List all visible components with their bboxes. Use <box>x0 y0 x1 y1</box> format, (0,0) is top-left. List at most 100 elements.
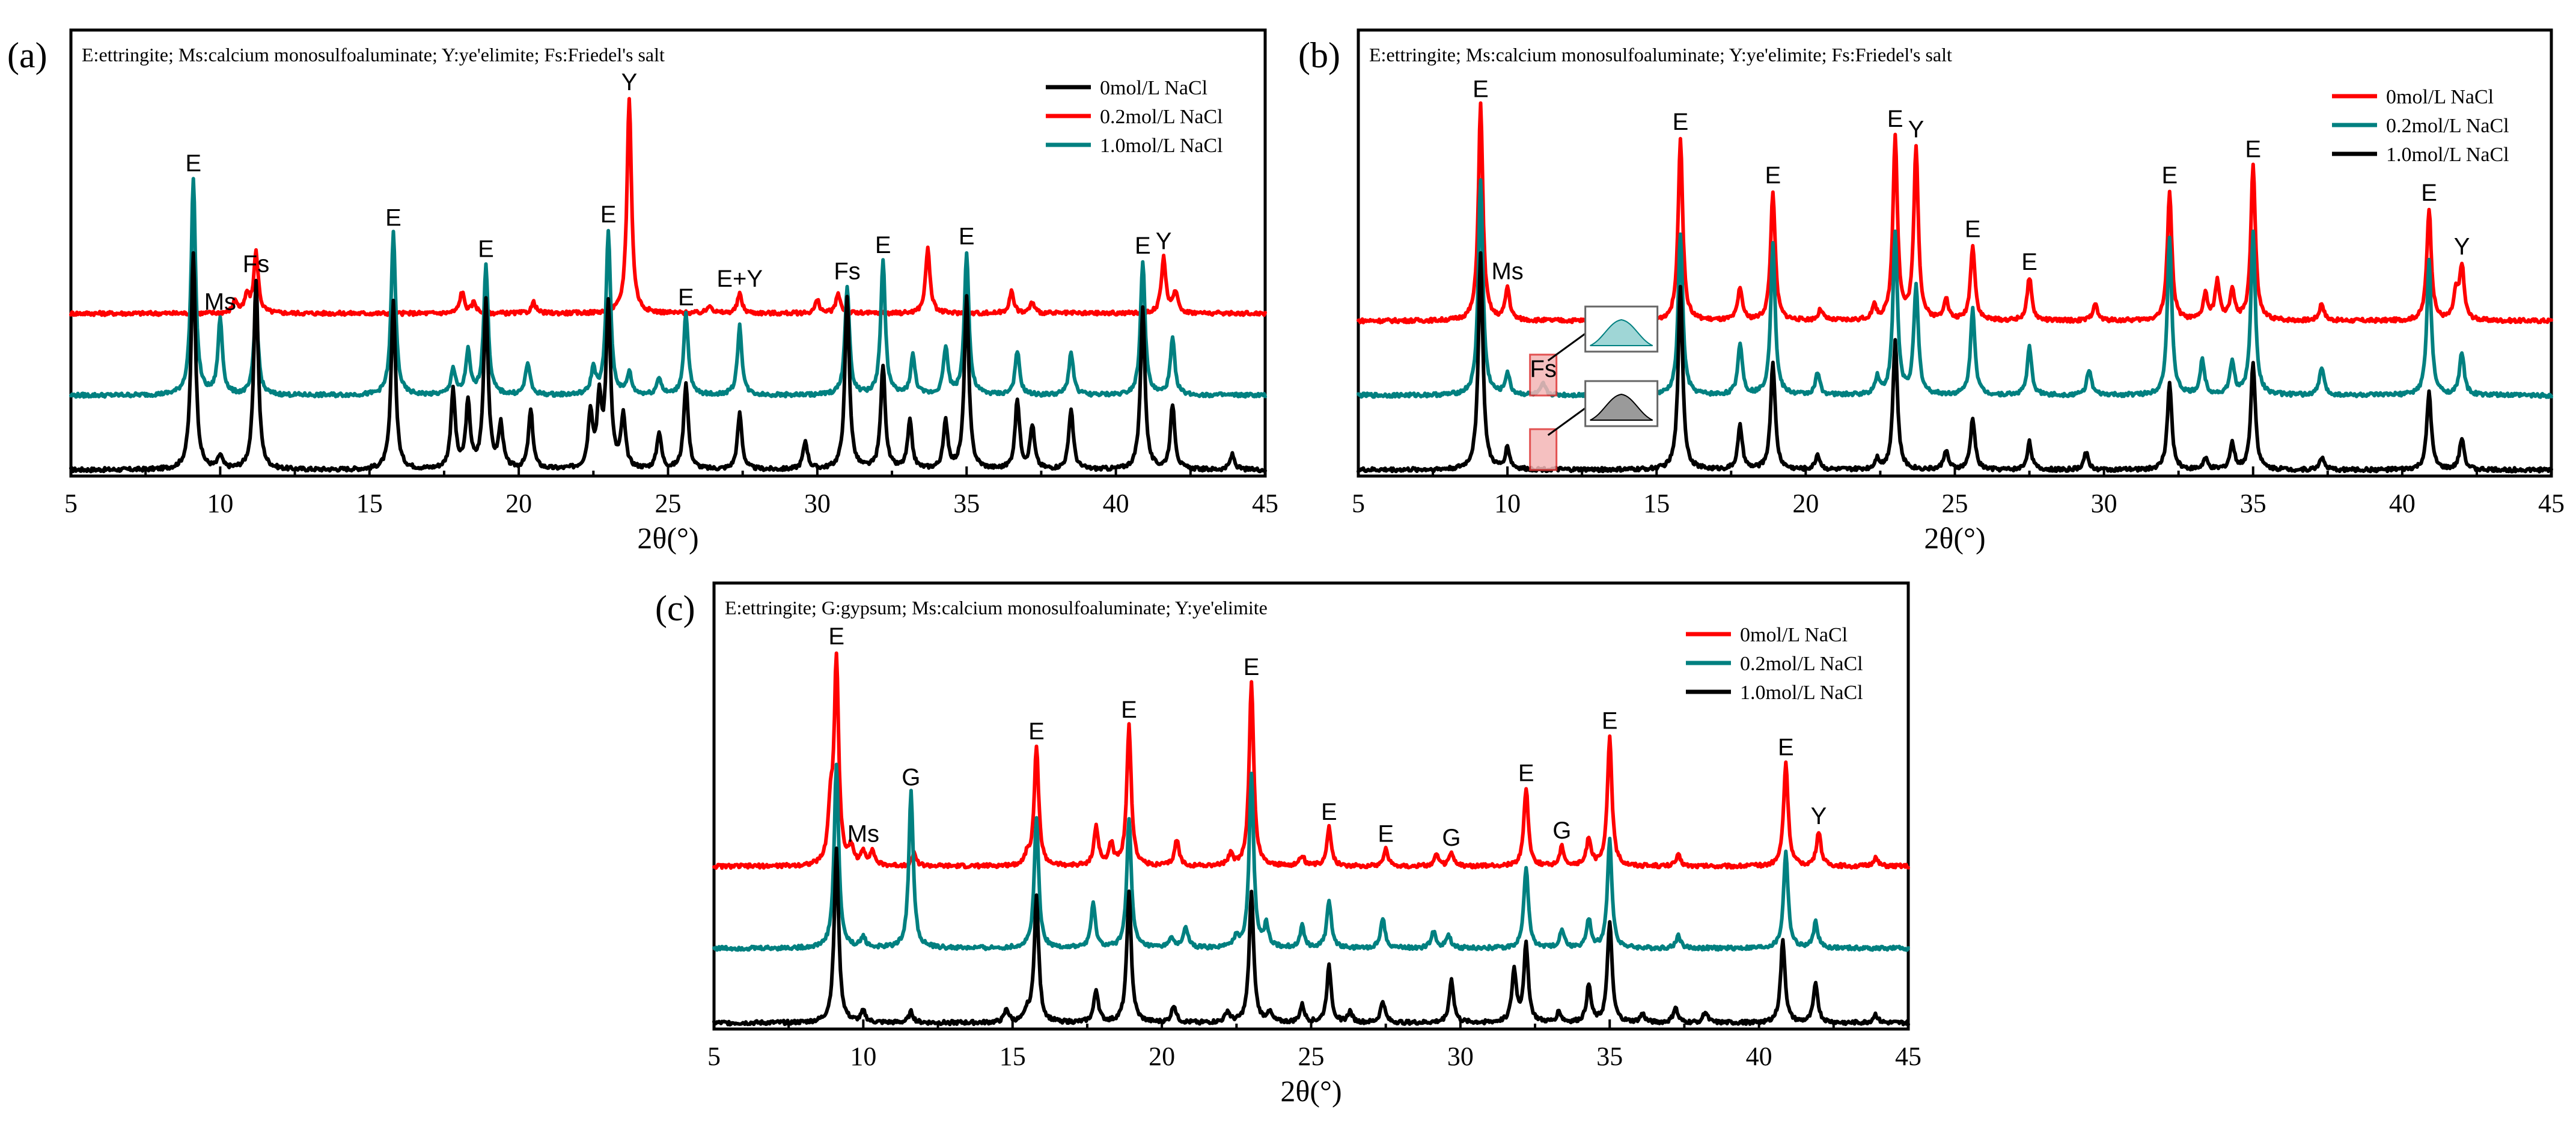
peak-label: Fs <box>834 258 860 284</box>
phase-note: E:ettringite; Ms:calcium monosulfoalumin… <box>1369 44 1952 66</box>
x-tick-label: 5 <box>707 1042 721 1071</box>
peak-label: E <box>1028 718 1045 745</box>
peak-label: E <box>875 232 891 258</box>
inset-highlight <box>1529 428 1558 471</box>
peak-label: E <box>2021 249 2037 275</box>
x-tick-label: 10 <box>207 489 233 518</box>
inset-peak-shape <box>1590 393 1653 421</box>
legend-label: 0.2mol/L NaCl <box>2386 115 2509 137</box>
panel-a: (a) E:ettringite; Ms:calcium monosulfoalu… <box>7 28 1278 555</box>
peak-label: E <box>185 150 201 177</box>
legend-label: 0mol/L NaCl <box>1740 624 1848 646</box>
x-tick-label: 20 <box>1792 489 1819 518</box>
panel-label: (c) <box>655 588 695 628</box>
peak-label: E <box>1765 162 1781 189</box>
peak-label: E <box>385 205 401 231</box>
peak-label: Fs <box>243 251 269 277</box>
peak-label: E <box>1244 654 1260 680</box>
peak-label: E <box>1965 216 1981 242</box>
legend-label: 1.0mol/L NaCl <box>2386 144 2509 166</box>
x-tick-label: 15 <box>356 489 383 518</box>
peak-label: E <box>600 201 617 228</box>
x-tick-label: 45 <box>1252 489 1278 518</box>
peak-label: G <box>1552 817 1571 844</box>
series-line-1-0mol-l-nacl <box>712 846 1910 1027</box>
peak-label: E <box>2245 136 2261 162</box>
peak-label: Fs <box>1530 356 1556 382</box>
peak-label: E+Y <box>716 266 763 292</box>
x-tick-label: 45 <box>1895 1042 1921 1071</box>
x-tick-label: 5 <box>64 489 78 518</box>
series-line-1-0mol-l-nacl <box>69 177 1267 399</box>
x-tick-label: 30 <box>804 489 831 518</box>
legend-label: 0mol/L NaCl <box>2386 86 2494 108</box>
inset-pointer <box>1547 332 1586 362</box>
legend-label: 0.2mol/L NaCl <box>1100 106 1223 128</box>
peak-label: Ms <box>1491 258 1523 284</box>
inset-pointer <box>1547 407 1586 436</box>
peak-label: Y <box>1908 116 1924 142</box>
peak-label: E <box>1321 799 1337 825</box>
x-tick-label: 10 <box>1494 489 1521 518</box>
inset-highlight <box>1529 353 1558 397</box>
peak-label: E <box>1135 233 1151 259</box>
panel-c: (c) E:ettringite; G:gypsum; Ms:calcium mo… <box>655 581 1921 1108</box>
x-tick-label: 20 <box>505 489 532 518</box>
panel-label: (a) <box>7 35 47 75</box>
peak-label: Y <box>621 69 638 96</box>
series-line-0mol-l-nacl <box>69 251 1267 474</box>
peak-label: E <box>1378 820 1394 847</box>
x-tick-label: 35 <box>1596 1042 1623 1071</box>
inset-peak-shape <box>1590 319 1653 346</box>
x-tick-label: 35 <box>2240 489 2266 518</box>
peak-label: E <box>1887 106 1903 132</box>
panel-label: (b) <box>1298 35 1340 75</box>
peak-label: E <box>1602 708 1618 735</box>
x-tick-label: 45 <box>2538 489 2565 518</box>
x-tick-label: 30 <box>1447 1042 1474 1071</box>
x-tick-label: 25 <box>1942 489 1968 518</box>
peak-label: E <box>959 224 975 250</box>
legend-label: 1.0mol/L NaCl <box>1100 135 1223 157</box>
x-tick-label: 15 <box>1643 489 1670 518</box>
peak-label: E <box>2161 162 2178 189</box>
series-line-0mol-l-nacl <box>712 651 1910 870</box>
panel-b: (b) E:ettringite; Ms:calcium monosulfoalu… <box>1298 28 2565 555</box>
series-line-0-2mol-l-nacl <box>69 97 1267 317</box>
peak-label: E <box>1473 76 1489 103</box>
peak-label: Y <box>1156 228 1172 254</box>
series-line-0-2mol-l-nacl <box>712 762 1910 952</box>
peak-label: E <box>1673 109 1689 135</box>
plot-frame <box>712 581 1910 1031</box>
x-tick-label: 15 <box>1000 1042 1026 1071</box>
legend-label: 0mol/L NaCl <box>1100 77 1207 99</box>
peak-label: Y <box>1811 803 1827 829</box>
peak-label: Ms <box>847 820 879 847</box>
x-tick-label: 40 <box>1103 489 1129 518</box>
phase-note: E:ettringite; Ms:calcium monosulfoalumin… <box>82 44 665 66</box>
peak-label: E <box>828 623 844 650</box>
series-line-0mol-l-nacl <box>1357 101 2553 325</box>
x-tick-label: 10 <box>850 1042 876 1071</box>
x-tick-label: 5 <box>1352 489 1365 518</box>
peak-label: Ms <box>204 289 236 316</box>
peak-label: G <box>1442 825 1460 851</box>
x-axis-label: 2θ(°) <box>1280 1074 1341 1108</box>
phase-note: E:ettringite; G:gypsum; Ms:calcium monos… <box>725 597 1268 619</box>
x-axis-label: 2θ(°) <box>637 521 698 555</box>
peak-label: E <box>1778 734 1794 760</box>
peak-label: G <box>902 764 920 790</box>
x-axis-label: 2θ(°) <box>1924 521 1985 555</box>
peak-label: E <box>678 284 694 311</box>
x-tick-label: 25 <box>655 489 682 518</box>
legend-label: 1.0mol/L NaCl <box>1740 682 1863 704</box>
x-tick-label: 20 <box>1149 1042 1175 1071</box>
x-tick-label: 35 <box>953 489 980 518</box>
x-tick-label: 40 <box>1746 1042 1772 1071</box>
x-tick-label: 40 <box>2389 489 2416 518</box>
peak-label: E <box>478 236 494 263</box>
legend-label: 0.2mol/L NaCl <box>1740 653 1863 675</box>
peak-label: E <box>2421 180 2437 206</box>
peak-label: Y <box>2454 233 2470 260</box>
